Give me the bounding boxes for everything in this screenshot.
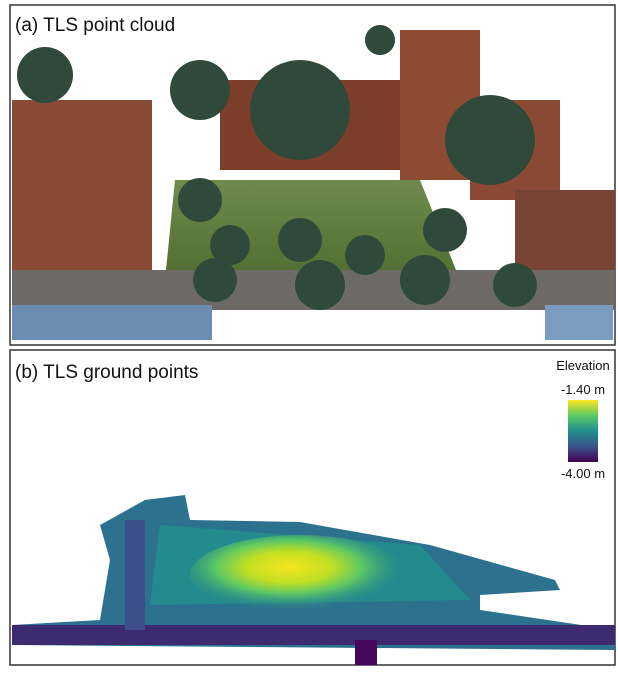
road-low [125, 520, 145, 630]
figure: (a) TLS point cloud (b) TLS ground point… [0, 0, 618, 682]
panel-a: (a) TLS point cloud [10, 5, 615, 345]
panel-title: (a) TLS point cloud [15, 15, 175, 36]
colorbar-title: Elevation [556, 358, 609, 373]
road-low [355, 640, 377, 665]
colorbar-min: -4.00 m [561, 466, 605, 481]
colorbar [568, 400, 598, 462]
facade-glass [545, 305, 613, 340]
elevation-high [190, 535, 410, 615]
road-low [12, 625, 615, 645]
panel-b: (b) TLS ground points Elevation -1.40 m … [10, 350, 615, 665]
panel-title: (b) TLS ground points [15, 362, 198, 383]
facade-glass [12, 305, 212, 340]
building [515, 190, 615, 270]
building [12, 100, 152, 270]
colorbar-max: -1.40 m [561, 382, 605, 397]
